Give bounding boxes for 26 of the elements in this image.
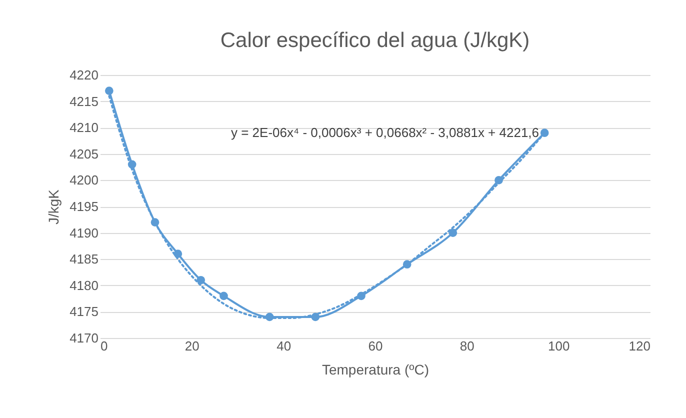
y-tick-label: 4190: [70, 225, 98, 240]
x-tick-label: 60: [368, 338, 383, 354]
x-tick-label: 80: [460, 338, 474, 354]
y-tick-label: 4210: [70, 120, 98, 136]
x-tick-label: 120: [628, 338, 650, 354]
x-tick-label: 20: [184, 338, 200, 354]
y-tick-label: 4205: [70, 146, 98, 162]
y-tick-label: 4215: [70, 94, 98, 109]
point: [104, 86, 114, 95]
point: [448, 228, 458, 237]
x-tick-label: 40: [276, 338, 292, 354]
y-axis-title: J/kgK: [46, 188, 62, 225]
y-tick-label: 4200: [70, 172, 98, 188]
x-tick-label: 100: [548, 338, 570, 354]
x-tick-label: 0: [100, 338, 108, 354]
chart-title: Calor específico del agua (J/kgK): [220, 29, 530, 52]
y-tick-label: 4220: [70, 68, 98, 82]
point: [196, 276, 206, 284]
annotation: y = 2E-06x⁴ - 0,0006x³ + 0,0668x² - 3,0881x + 4221,6: [230, 125, 540, 140]
y-tick-label: 4195: [70, 199, 98, 214]
y-tick-label: 4185: [70, 252, 98, 267]
y-tick-label: 4175: [70, 304, 98, 320]
x-axis-title: Temperatura (ºC): [322, 362, 430, 378]
y-tick-label: 4180: [70, 278, 98, 293]
point: [220, 292, 228, 300]
y-tick-label: 4170: [70, 330, 98, 346]
